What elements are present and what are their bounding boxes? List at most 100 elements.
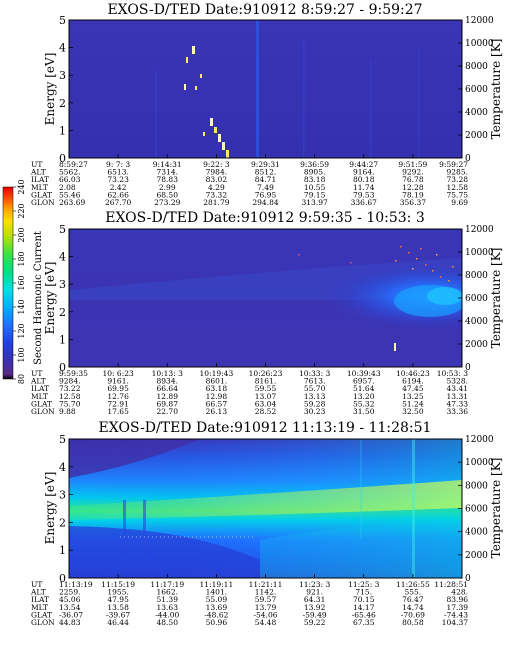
orbit-cell: 46.44: [107, 618, 129, 627]
orbit-cell: 6513.: [107, 168, 128, 177]
orbit-cell: 78.83: [157, 175, 179, 184]
orbit-cell: 73.32: [206, 190, 228, 199]
orbit-cell: 67.35: [353, 618, 375, 627]
panel-2-speckle-dot: [448, 280, 450, 282]
y-tick-label: 5: [59, 433, 66, 446]
y-right-tick-label: 12000: [465, 16, 494, 26]
panel-2-speckle-dot: [436, 254, 438, 256]
y-tick-label: 2: [59, 306, 66, 319]
orbit-cell: 10: 6:23: [102, 369, 134, 378]
orbit-cell: 59.28: [304, 399, 326, 408]
orbit-cell: 76.47: [402, 595, 424, 604]
orbit-cell: 47.45: [402, 384, 424, 393]
orbit-cell: 55.46: [59, 190, 81, 199]
orbit-cell: 11:26:55: [396, 580, 430, 589]
panel-3-vertical-streak: [412, 439, 415, 578]
orbit-row-label: ILAT: [31, 384, 49, 393]
orbit-cell: 555.: [405, 588, 422, 597]
y-right-tick-label: 2000: [465, 551, 488, 561]
orbit-cell: 12.28: [402, 183, 424, 192]
orbit-cell: 7314.: [157, 168, 178, 177]
y-right-tick-label: 2000: [465, 131, 488, 141]
panel-2-y-ticks-right: 0 2000 4000 6000 8000 10000 12000: [458, 225, 494, 373]
orbit-cell: 69.87: [157, 399, 179, 408]
panel-1-bright-pixel: [222, 142, 225, 150]
orbit-cell: 62.66: [107, 190, 129, 199]
orbit-cell: 66.64: [157, 384, 179, 393]
panel-1-orbit-table: UT 8:59:27 9: 7: 3 9:14:31 9:22: 3 9:29:31 9:3…: [30, 160, 468, 207]
panel-1-bright-pixel: [203, 132, 205, 136]
orbit-cell: 12.98: [206, 392, 228, 401]
orbit-cell: 2.42: [110, 183, 127, 192]
orbit-cell: 84.71: [255, 175, 276, 184]
y-right-tick-label: 4000: [465, 108, 488, 118]
panel-2-y-axis-right-label: Temperature [K]: [489, 248, 503, 349]
y-right-tick-label: 12000: [465, 225, 494, 235]
panel-1-bright-pixel: [226, 150, 229, 158]
panel-3-orbit-table: UT 11:13:19 11:15:19 11:17:19 11:19:11 11:21:…: [30, 580, 468, 627]
panel-2-speckle-dot: [452, 266, 454, 268]
orbit-cell: -70.69: [401, 610, 425, 619]
colorbar-label: Second Harmonic Current: [33, 231, 44, 365]
y-tick-label: 5: [59, 14, 66, 27]
y-right-tick-label: 12000: [465, 435, 494, 445]
orbit-cell: 30.23: [304, 407, 326, 416]
orbit-cell: 13.20: [353, 392, 375, 401]
panel-2-speckle-dot: [412, 268, 414, 270]
orbit-cell: 921.: [306, 588, 323, 597]
orbit-cell: 51.64: [353, 384, 375, 393]
y-tick-label: 0: [59, 361, 66, 374]
orbit-cell: 9292.: [402, 168, 423, 177]
orbit-row-label: ALT: [30, 588, 46, 597]
orbit-cell: 12.58: [447, 183, 469, 192]
y-tick-label: 2: [59, 97, 66, 110]
orbit-cell: 104.37: [442, 618, 468, 627]
y-right-tick-label: 10000: [465, 248, 494, 258]
colorbar-tick-label: 160: [17, 275, 26, 290]
orbit-cell: -74.43: [444, 610, 468, 619]
panel-2-speckle-dot: [432, 270, 434, 272]
orbit-cell: 6194.: [402, 377, 423, 386]
orbit-cell: 48.50: [157, 618, 179, 627]
panel-3-title: EXOS-D/TED Date:910912 11:13:19 - 11:28:…: [99, 420, 432, 436]
panel-3-vertical-streak: [123, 500, 126, 560]
orbit-cell: 59.57: [255, 595, 277, 604]
orbit-cell: 13.13: [304, 392, 326, 401]
panel-1-vertical-streak: [418, 50, 420, 158]
orbit-cell: 428.: [451, 588, 468, 597]
panel-2-plume-core: [427, 287, 462, 305]
panel-3-y-axis-label: Energy [eV]: [43, 472, 57, 545]
panel-3-lower-dark-wedge: [69, 526, 260, 578]
orbit-cell: 76.78: [402, 175, 424, 184]
orbit-cell: 83.18: [304, 175, 326, 184]
panel-3-y-axis-right-label: Temperature [K]: [489, 458, 503, 559]
orbit-cell: 12.58: [59, 392, 81, 401]
orbit-cell: 267.70: [105, 198, 131, 207]
orbit-cell: 9.69: [451, 198, 468, 207]
y-tick-label: 3: [59, 69, 66, 82]
panel-2-speckle-dot: [420, 248, 422, 250]
orbit-cell: 2.08: [59, 183, 76, 192]
panel-1-y-ticks-left: 0 1 2 3 4 5: [59, 14, 463, 165]
y-right-tick-label: 6000: [465, 505, 488, 515]
colorbar-tick-label: 80: [17, 374, 26, 384]
y-right-tick-label: 6000: [465, 294, 488, 304]
panel-1: EXOS-D/TED Date:910912 8:59:27 - 9:59:27: [30, 2, 503, 207]
y-tick-label: 4: [59, 42, 66, 55]
orbit-cell: 8934.: [157, 377, 178, 386]
orbit-cell: 294.84: [252, 198, 278, 207]
y-right-tick-label: 0: [465, 154, 471, 164]
orbit-row-label: GLAT: [31, 399, 52, 408]
orbit-cell: 313.97: [302, 198, 328, 207]
panel-3: EXOS-D/TED Date:910912 11:13:19 - 11:28:…: [30, 420, 503, 627]
orbit-row-label: UT: [31, 160, 42, 169]
panel-3-y-ticks-left: 0 1 2 3 4 5: [59, 433, 463, 585]
y-right-tick-label: 10000: [465, 39, 494, 49]
y-right-tick-label: 0: [465, 574, 471, 584]
orbit-cell: 11:21:11: [249, 580, 283, 589]
orbit-cell: 356.37: [400, 198, 426, 207]
orbit-cell: 8905.: [304, 168, 325, 177]
orbit-cell: 59.22: [304, 618, 326, 627]
colorbar-tick-label: 120: [17, 323, 26, 338]
panel-3-green-band: [69, 480, 462, 520]
